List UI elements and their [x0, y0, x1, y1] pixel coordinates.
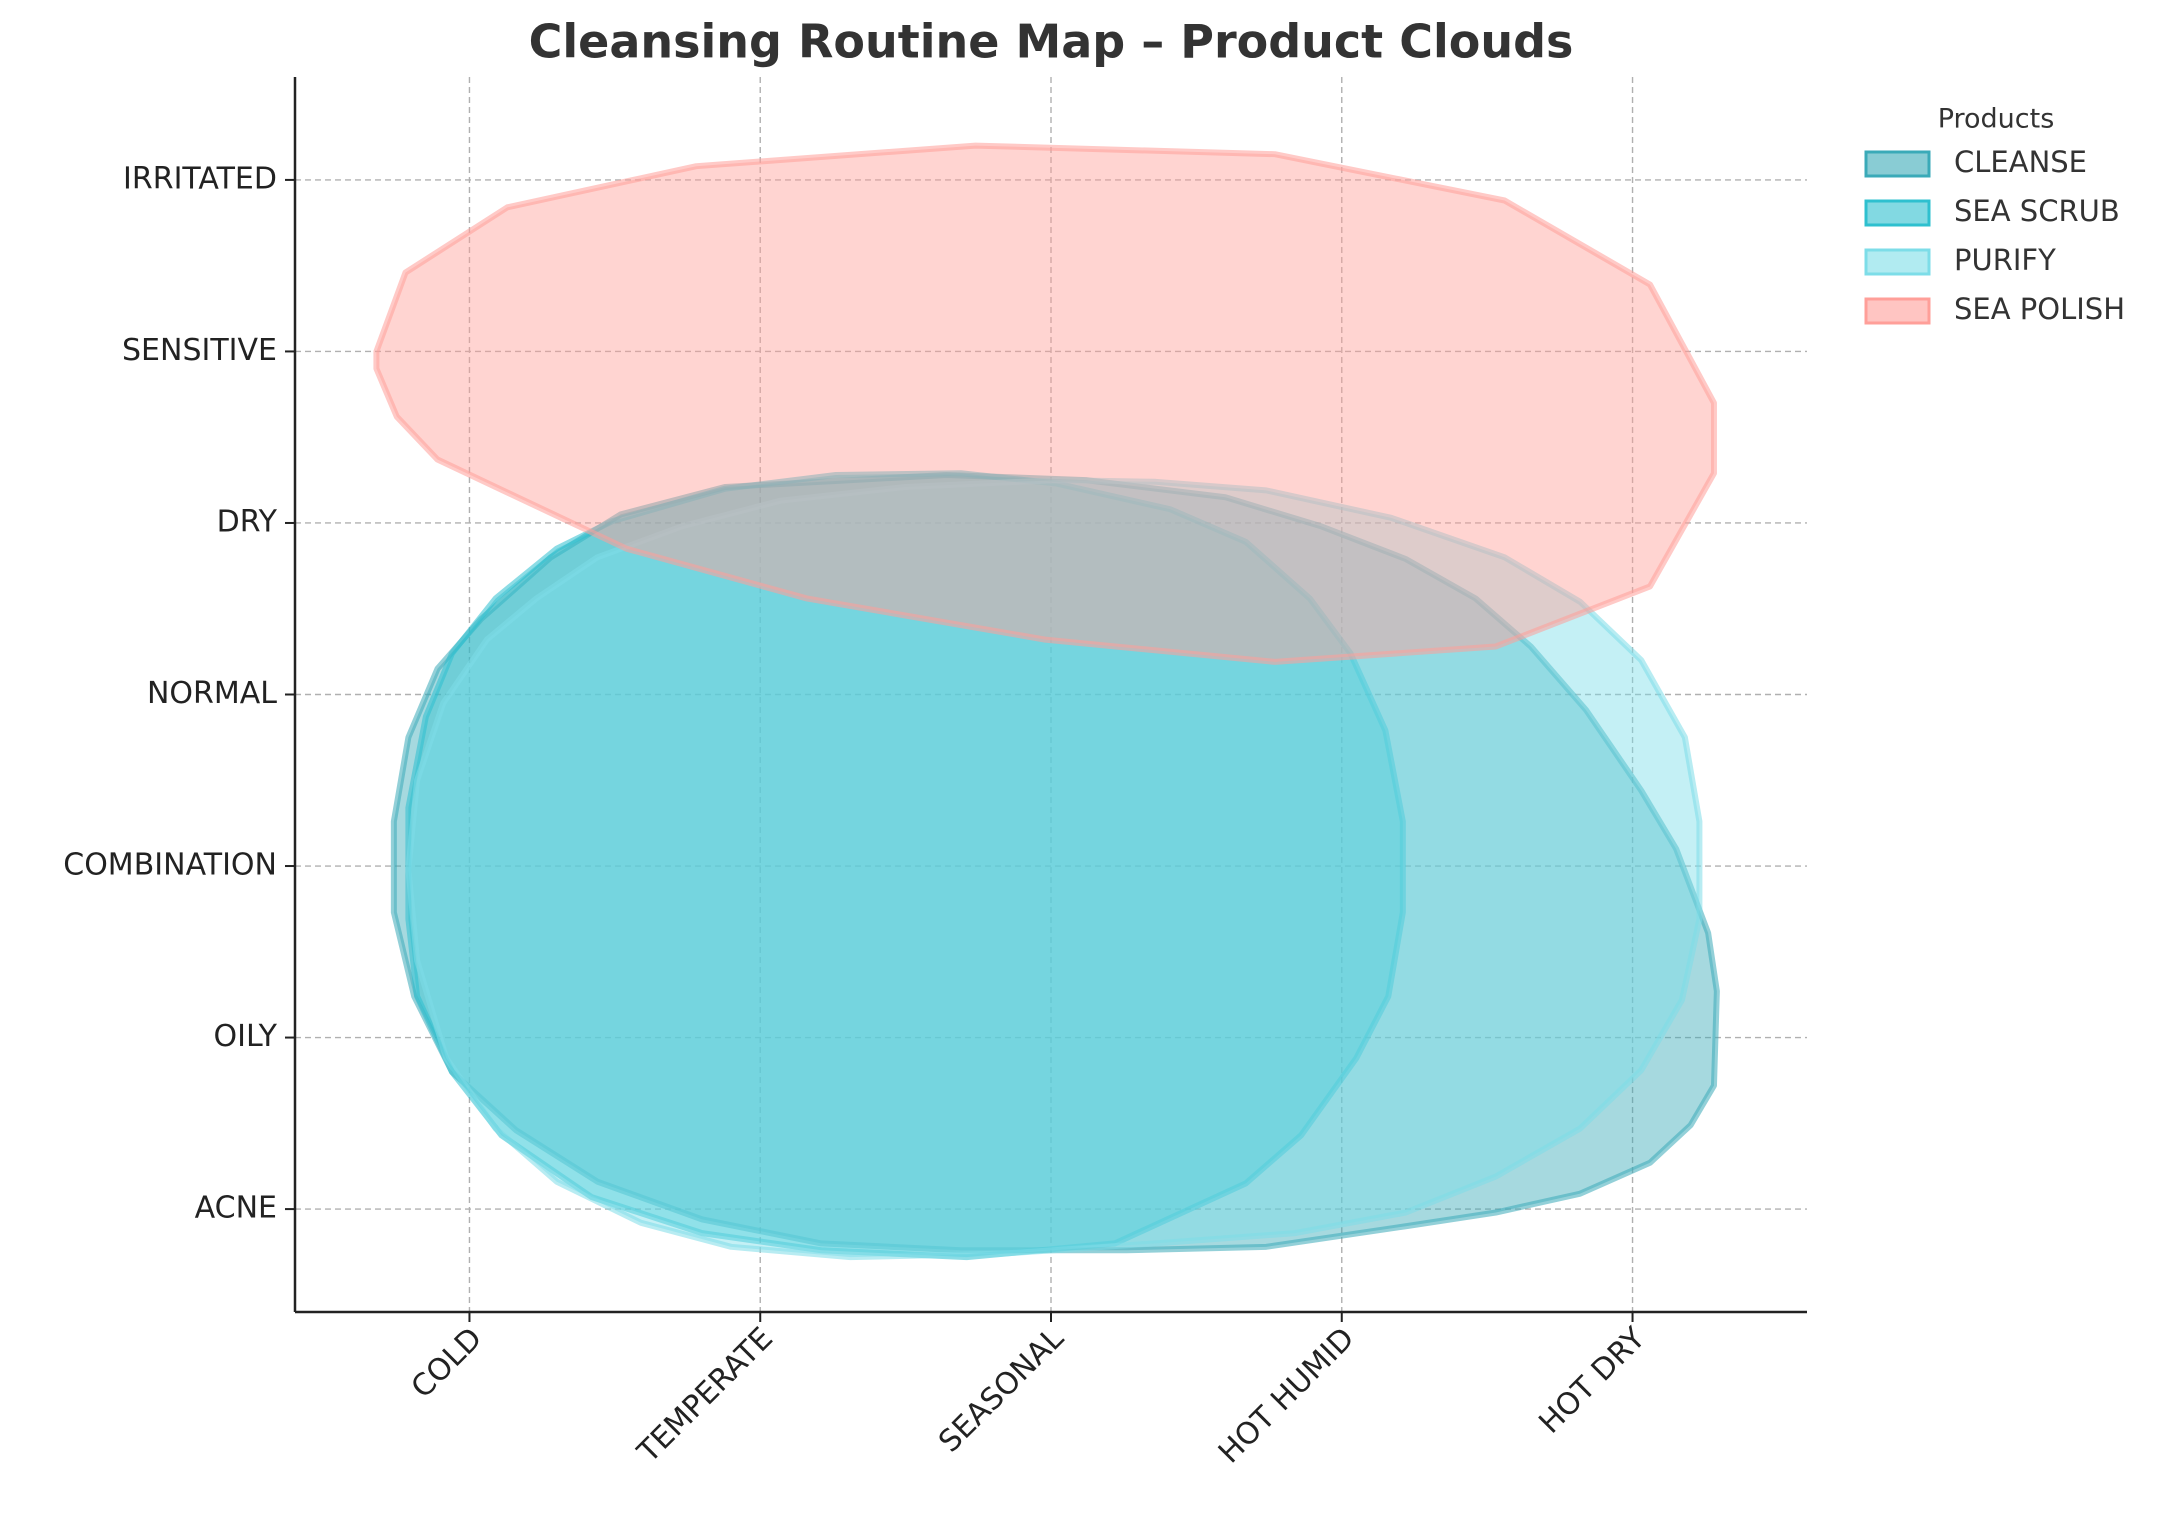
legend-swatch — [1864, 248, 1931, 276]
legend-label: SEA SCRUB — [1954, 194, 2120, 228]
y-tick-label: OILY — [213, 1019, 277, 1054]
legend-title: Products — [1938, 104, 2055, 135]
y-tick-label: IRRITATED — [123, 161, 277, 196]
y-tick-label: SENSITIVE — [122, 333, 277, 368]
legend-swatch — [1864, 297, 1931, 325]
product-cloud — [373, 142, 1717, 665]
legend-label: PURIFY — [1954, 243, 2056, 277]
y-tick-label: COMBINATION — [63, 848, 277, 883]
y-tick-label: NORMAL — [147, 676, 277, 711]
product-cloud — [405, 477, 1703, 1261]
product-cloud — [405, 470, 1406, 1261]
legend-swatch — [1864, 150, 1931, 178]
chart-title: Cleansing Routine Map – Product Clouds — [529, 15, 1574, 69]
legend-label: SEA POLISH — [1954, 292, 2125, 326]
y-tick-label: DRY — [217, 504, 278, 539]
y-tick-label: ACNE — [195, 1191, 277, 1226]
legend-swatch — [1864, 199, 1931, 227]
legend-label: CLEANSE — [1954, 145, 2087, 179]
